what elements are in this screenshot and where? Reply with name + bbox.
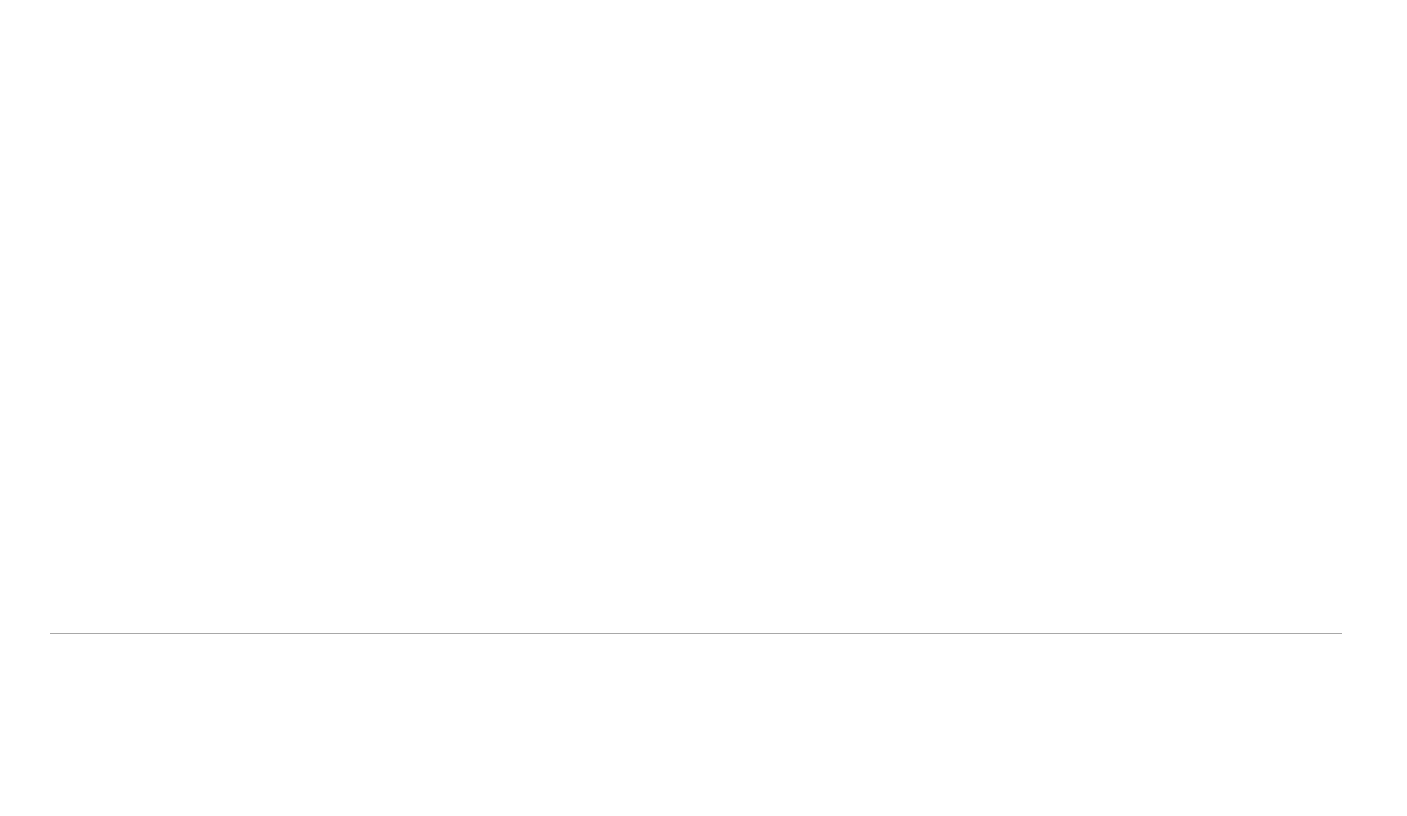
chromatogram-plot[interactable] [0,0,1407,582]
panel-divider [50,633,1342,634]
